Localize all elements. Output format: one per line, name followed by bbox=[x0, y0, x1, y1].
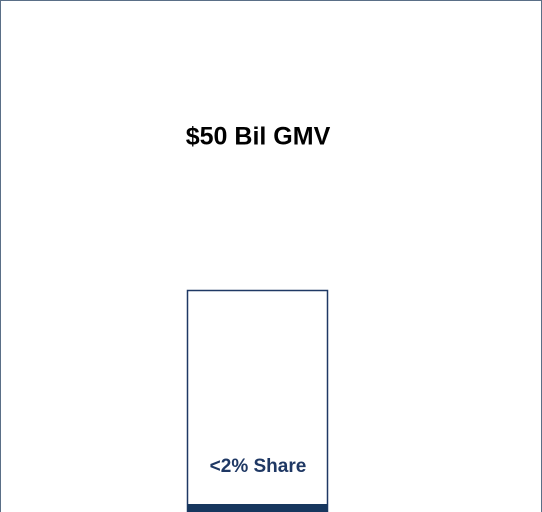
bar-outline bbox=[186, 289, 329, 512]
bar-fill bbox=[187, 504, 328, 512]
title: $50 Bil GMV bbox=[186, 123, 331, 151]
bar-label: <2% Share bbox=[210, 456, 307, 477]
